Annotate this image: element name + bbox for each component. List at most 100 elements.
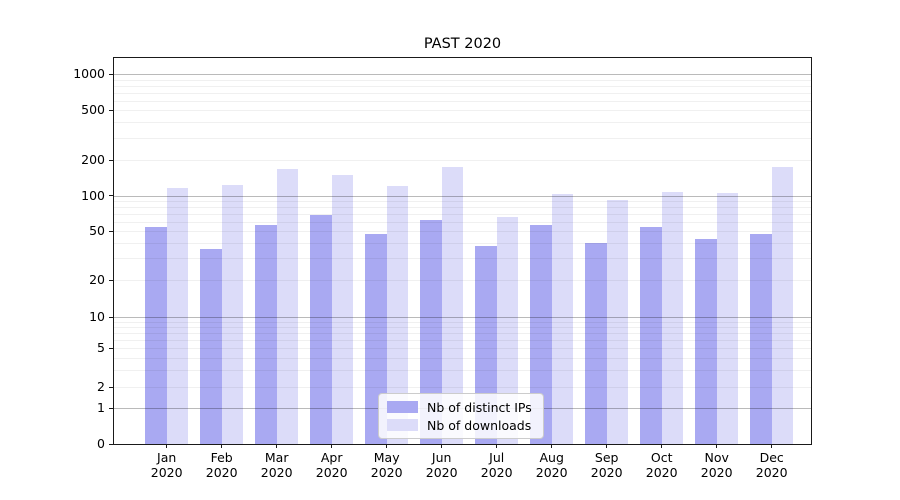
x-tick-mark <box>771 444 773 448</box>
x-tick-year: 2020 <box>315 465 348 480</box>
y-tick-label: 200 <box>81 152 105 167</box>
bar-nb-of-downloads-may <box>386 186 409 444</box>
y-tick-label: 2 <box>97 379 105 394</box>
y-tick-mark <box>109 195 113 197</box>
x-tick-month: Jan <box>157 450 177 465</box>
x-tick-label: Sep 2020 <box>575 450 639 480</box>
x-tick-month: Feb <box>210 450 233 465</box>
x-tick-year: 2020 <box>260 465 293 480</box>
x-tick-mark <box>331 444 333 448</box>
x-tick-mark <box>386 444 388 448</box>
y-tick-label: 500 <box>81 102 105 117</box>
y-tick-mark <box>109 407 113 409</box>
y-tick-label: 1000 <box>73 66 105 81</box>
x-tick-month: Dec <box>759 450 784 465</box>
bar-nb-of-distinct-ips-mar <box>255 225 277 444</box>
x-tick-mark <box>441 444 443 448</box>
plot-area <box>113 57 812 445</box>
x-tick-mark <box>276 444 278 448</box>
bar-nb-of-distinct-ips-apr <box>310 214 332 444</box>
y-tick-mark <box>109 159 113 161</box>
x-tick-year: 2020 <box>370 465 403 480</box>
x-tick-mark <box>496 444 498 448</box>
x-tick-mark <box>551 444 553 448</box>
x-tick-month: Jun <box>431 450 452 465</box>
x-tick-month: Aug <box>539 450 564 465</box>
x-tick-label: Jun 2020 <box>410 450 474 480</box>
x-tick-year: 2020 <box>590 465 623 480</box>
bar-nb-of-distinct-ips-feb <box>200 248 222 444</box>
x-tick-label: Feb 2020 <box>190 450 254 480</box>
x-tick-label: May 2020 <box>355 450 419 480</box>
y-tick-label: 10 <box>89 309 105 324</box>
y-tick-label: 0 <box>97 436 105 451</box>
x-tick-year: 2020 <box>645 465 678 480</box>
legend-swatch <box>387 401 418 413</box>
bar-nb-of-downloads-jul <box>496 216 519 444</box>
bar-nb-of-downloads-dec <box>771 167 794 444</box>
x-tick-month: Mar <box>264 450 289 465</box>
bar-nb-of-distinct-ips-jun <box>420 220 442 444</box>
legend: Nb of distinct IPs Nb of downloads <box>378 393 544 439</box>
x-tick-year: 2020 <box>700 465 733 480</box>
legend-label: Nb of downloads <box>427 417 532 433</box>
x-tick-month: Sep <box>594 450 619 465</box>
bar-nb-of-downloads-oct <box>661 192 684 444</box>
x-tick-mark <box>606 444 608 448</box>
x-tick-month: May <box>373 450 400 465</box>
bar-nb-of-downloads-nov <box>716 193 739 444</box>
bar-nb-of-downloads-feb <box>221 185 244 444</box>
x-tick-year: 2020 <box>535 465 568 480</box>
x-tick-year: 2020 <box>755 465 788 480</box>
y-tick-label: 50 <box>89 223 105 238</box>
x-tick-year: 2020 <box>150 465 183 480</box>
bar-nb-of-distinct-ips-aug <box>530 225 552 444</box>
legend-row: Nb of distinct IPs <box>387 399 532 415</box>
y-tick-mark <box>109 347 113 349</box>
x-tick-mark <box>716 444 718 448</box>
x-tick-label: Oct 2020 <box>630 450 694 480</box>
x-tick-label: Aug 2020 <box>520 450 584 480</box>
bar-nb-of-downloads-sep <box>606 199 629 444</box>
x-tick-label: Mar 2020 <box>245 450 309 480</box>
x-tick-label: Apr 2020 <box>300 450 364 480</box>
bar-nb-of-downloads-jan <box>166 188 189 444</box>
y-tick-label: 100 <box>81 187 105 203</box>
x-tick-month: Jul <box>489 450 505 465</box>
y-tick-mark <box>109 109 113 111</box>
bar-nb-of-downloads-jun <box>441 167 464 444</box>
x-tick-label: Jan 2020 <box>135 450 199 480</box>
bar-nb-of-distinct-ips-nov <box>695 239 717 444</box>
bar-nb-of-downloads-aug <box>551 193 574 444</box>
bar-nb-of-distinct-ips-may <box>365 234 387 444</box>
x-tick-mark <box>661 444 663 448</box>
bar-nb-of-distinct-ips-oct <box>640 227 662 444</box>
x-tick-mark <box>221 444 223 448</box>
x-tick-month: Oct <box>650 450 673 465</box>
bar-nb-of-distinct-ips-dec <box>750 234 772 444</box>
chart-title: PAST 2020 <box>423 36 502 52</box>
y-tick-label: 5 <box>97 340 105 355</box>
x-tick-year: 2020 <box>425 465 458 480</box>
legend-swatch <box>387 419 418 431</box>
bar-nb-of-distinct-ips-jan <box>145 227 167 444</box>
y-tick-mark <box>109 443 113 445</box>
y-tick-mark <box>109 230 113 232</box>
y-tick-label: 1 <box>97 400 105 415</box>
bars-layer <box>114 58 811 444</box>
x-tick-label: Nov 2020 <box>685 450 749 480</box>
y-tick-mark <box>109 316 113 318</box>
x-tick-month: Apr <box>320 450 343 465</box>
x-tick-label: Dec 2020 <box>740 450 804 480</box>
bar-nb-of-downloads-apr <box>331 175 354 444</box>
legend-label: Nb of distinct IPs <box>427 399 532 415</box>
x-tick-label: Jul 2020 <box>465 450 529 480</box>
bar-nb-of-distinct-ips-sep <box>585 242 607 444</box>
x-tick-year: 2020 <box>480 465 513 480</box>
y-tick-mark <box>109 386 113 388</box>
y-tick-label: 20 <box>89 272 105 287</box>
x-tick-month: Nov <box>704 450 729 465</box>
y-tick-mark <box>109 73 113 75</box>
x-tick-mark <box>166 444 168 448</box>
